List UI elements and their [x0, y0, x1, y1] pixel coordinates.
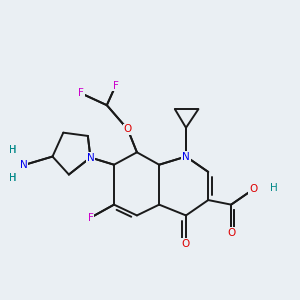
Text: N: N — [87, 152, 94, 163]
Text: H: H — [10, 173, 17, 183]
Text: H: H — [270, 183, 278, 193]
Text: H: H — [10, 145, 17, 155]
Text: O: O — [182, 239, 190, 249]
Text: F: F — [78, 88, 84, 98]
Text: O: O — [227, 228, 235, 238]
Text: O: O — [124, 124, 132, 134]
Text: F: F — [88, 213, 93, 223]
Text: O: O — [124, 124, 132, 134]
Text: N: N — [87, 152, 94, 163]
Text: H: H — [10, 173, 17, 183]
Text: F: F — [78, 88, 84, 98]
Text: H: H — [10, 145, 17, 155]
Text: F: F — [113, 80, 118, 91]
Text: O: O — [227, 228, 235, 238]
Text: F: F — [88, 213, 93, 223]
Text: O: O — [249, 184, 257, 194]
Text: N: N — [20, 160, 28, 170]
Text: F: F — [88, 213, 93, 223]
Text: N: N — [20, 160, 28, 170]
Text: N: N — [182, 152, 190, 161]
Text: N: N — [182, 152, 190, 161]
Text: F: F — [113, 80, 118, 91]
Text: O: O — [249, 184, 257, 194]
